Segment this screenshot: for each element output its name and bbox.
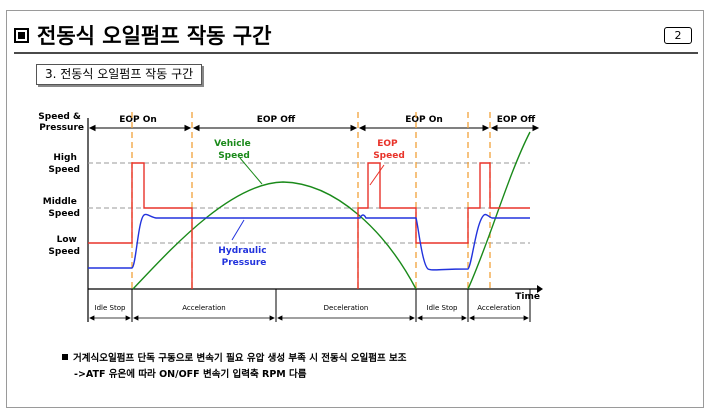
vehicle-speed-label: Vehicle Speed [214, 139, 254, 161]
phase-arrows [89, 315, 529, 321]
phase-dividers [131, 289, 531, 322]
phase-label: Acceleration [477, 304, 521, 312]
region-label: EOP On [405, 115, 443, 125]
region-dividers [131, 112, 491, 288]
phase-label: Idle Stop [427, 304, 458, 312]
region-arrows [88, 124, 540, 132]
slide-title-text: 전동식 오일펌프 작동 구간 [37, 24, 272, 48]
phase-label: Acceleration [182, 304, 226, 312]
hydraulic-pressure-label: Hydraulic Pressure [218, 246, 269, 268]
square-bullet-icon [62, 354, 68, 360]
y-axis-label: Speed & Pressure [38, 112, 84, 133]
slide-title: 전동식 오일펌프 작동 구간 [14, 20, 271, 50]
note-line-2: ->ATF 유온에 따라 ON/OFF 변속기 입력축 RPM 다름 [74, 369, 307, 380]
note-line-1-text: 거계식오일펌프 단독 구동으로 변속기 필요 유압 생성 부족 시 전동식 오일… [73, 353, 407, 364]
title-divider [14, 52, 698, 54]
region-labels: EOP On EOP Off EOP On EOP Off [119, 115, 536, 125]
eop-speed-label: EOP Speed [373, 139, 405, 161]
region-label: EOP Off [497, 115, 536, 125]
note-line-1: 거계식오일펌프 단독 구동으로 변속기 필요 유압 생성 부족 시 전동식 오일… [62, 350, 407, 364]
page-number-badge: 2 [664, 27, 692, 44]
level-label-low: Low Speed [48, 235, 80, 257]
slide-frame [6, 10, 704, 408]
hydraulic-pressure-pointer [231, 219, 245, 241]
phase-label: Deceleration [324, 304, 369, 312]
region-label: EOP On [119, 115, 157, 125]
region-label: EOP Off [257, 115, 296, 125]
section-label: 3. 전동식 오일펌프 작동 구간 [36, 64, 203, 85]
eop-speed-pointer [369, 164, 385, 186]
x-axis-arrow [537, 285, 543, 293]
hydraulic-pressure-curve [88, 213, 530, 271]
square-bullet-icon [14, 27, 29, 43]
phase-labels: Idle Stop Acceleration Deceleration Idle… [95, 304, 521, 312]
eop-speed-curve [88, 162, 530, 289]
phase-label: Idle Stop [95, 304, 126, 312]
level-label-high: High Speed [48, 153, 80, 175]
level-label-middle: Middle Speed [43, 197, 80, 219]
vehicle-speed-pointer [239, 157, 263, 185]
x-axis-label: Time [515, 292, 540, 302]
